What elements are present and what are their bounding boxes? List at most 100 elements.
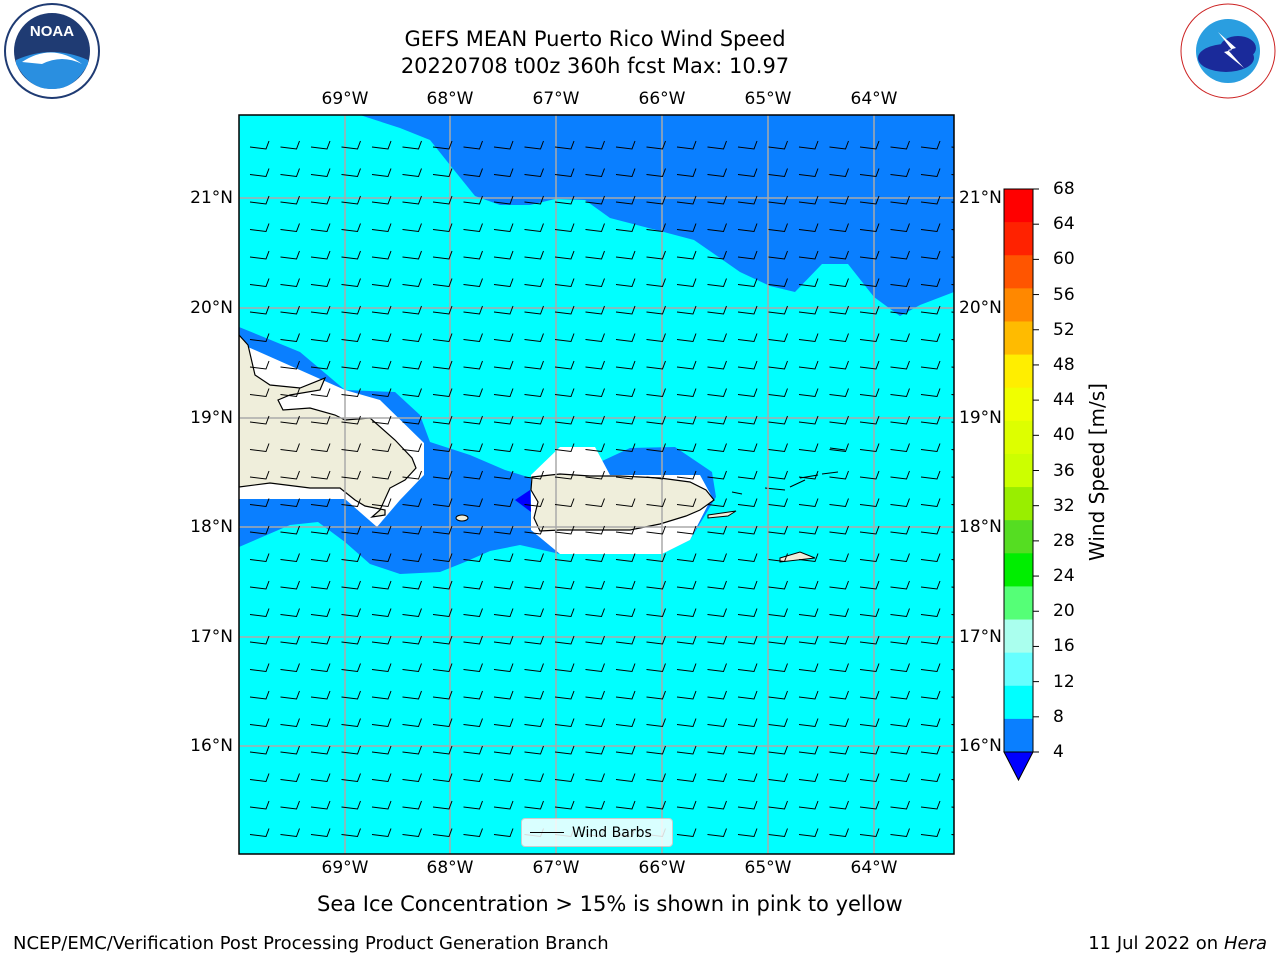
- wind-barb: [249, 415, 270, 425]
- wind-barb: [493, 333, 514, 343]
- wind-barb: [798, 333, 819, 343]
- wind-barb: [829, 278, 849, 288]
- wind-barb: [737, 470, 758, 480]
- wind-barb: [310, 800, 331, 810]
- wind-barb: [371, 498, 392, 508]
- wind-barb: [737, 388, 758, 398]
- wind-barb: [463, 525, 483, 535]
- lat-label: 17°N: [959, 627, 1002, 647]
- wind-barb: [859, 580, 880, 590]
- wind-barb: [676, 773, 697, 783]
- wind-barb: [493, 223, 514, 233]
- wind-barb: [493, 498, 514, 508]
- wind-barb: [707, 140, 727, 150]
- wind-barb: [249, 168, 270, 178]
- colorbar-segment: [1004, 288, 1033, 322]
- wind-barb: [249, 580, 270, 590]
- wind-barb: [371, 168, 392, 178]
- wind-barb: [890, 663, 910, 673]
- colorbar-segment: [1004, 586, 1033, 621]
- wind-barb: [493, 305, 514, 315]
- wind-barb: [737, 195, 758, 205]
- wind-barb: [371, 635, 392, 645]
- wind-barb: [280, 608, 300, 618]
- wind-barb: [707, 553, 727, 563]
- wind-barb: [463, 415, 483, 425]
- wind-barb: [463, 828, 483, 838]
- wind-barb: [463, 305, 483, 315]
- wind-barb: [432, 333, 453, 343]
- wind-barb: [920, 333, 941, 343]
- wind-barb: [585, 718, 605, 728]
- wind-barb: [463, 278, 483, 288]
- wind-barb: [646, 250, 666, 260]
- wind-barb: [829, 415, 849, 425]
- lon-label: 66°W: [638, 858, 686, 878]
- wind-barb: [920, 525, 941, 535]
- wind-barb: [676, 470, 697, 480]
- wind-barb: [310, 443, 331, 453]
- colorbar-segment: [1004, 553, 1033, 587]
- wind-barb: [402, 690, 422, 700]
- wind-barb: [798, 718, 819, 728]
- wind-barb: [646, 305, 666, 315]
- wind-barb: [554, 498, 575, 508]
- wind-barb: [524, 690, 544, 700]
- colorbar-segment: [1004, 652, 1033, 687]
- wind-barb: [249, 828, 270, 838]
- wind-barb: [585, 580, 605, 590]
- wind-barb: [493, 663, 514, 673]
- wind-barb: [402, 718, 422, 728]
- wind-barb: [280, 168, 300, 178]
- wind-barb: [615, 718, 636, 728]
- wind-barb: [432, 745, 453, 755]
- lon-label: 66°W: [638, 89, 686, 109]
- wind-barb: [524, 223, 544, 233]
- wind-barb: [707, 250, 727, 260]
- wind-barb: [768, 195, 788, 205]
- wind-barb: [615, 580, 636, 590]
- lon-label: 67°W: [532, 858, 580, 878]
- wind-barb: [524, 360, 544, 370]
- wind-barb: [554, 305, 575, 315]
- wind-barb: [859, 800, 880, 810]
- wind-barb: [707, 608, 727, 618]
- wind-barb: [280, 828, 300, 838]
- wind-barb: [676, 168, 697, 178]
- wind-barb: [249, 140, 270, 150]
- wind-barb: [768, 333, 788, 343]
- wind-barb: [249, 360, 270, 370]
- wind-barb: [280, 745, 300, 755]
- wind-barb: [859, 690, 880, 700]
- wind-barb: [920, 608, 941, 618]
- wind-barb: [402, 525, 422, 535]
- wind-barb: [493, 443, 514, 453]
- wind-barb: [829, 333, 849, 343]
- wind-barb: [676, 333, 697, 343]
- wind-barb: [890, 470, 910, 480]
- wind-barb: [859, 388, 880, 398]
- wind-barb: [920, 690, 941, 700]
- wind-barb: [859, 168, 880, 178]
- wind-barb: [280, 415, 300, 425]
- lon-label: 64°W: [850, 858, 898, 878]
- wind-barb: [341, 718, 361, 728]
- wind-barb: [615, 498, 636, 508]
- wind-barb: [554, 415, 575, 425]
- wind-barb: [249, 498, 270, 508]
- wind-barb: [371, 360, 392, 370]
- wind-barb: [463, 635, 483, 645]
- map-title: GEFS MEAN Puerto Rico Wind Speed: [404, 27, 786, 51]
- wind-barb: [341, 250, 361, 260]
- wind-barb: [280, 498, 300, 508]
- wind-barb: [707, 360, 727, 370]
- wind-barb: [768, 140, 788, 150]
- lon-label: 64°W: [850, 89, 898, 109]
- wind-barb: [920, 168, 941, 178]
- lat-label: 19°N: [190, 408, 233, 428]
- wind-barb: [829, 360, 849, 370]
- wind-barb: [829, 305, 849, 315]
- puerto-rico-land: [530, 473, 715, 532]
- wind-barb: [371, 305, 392, 315]
- wind-barb: [646, 388, 666, 398]
